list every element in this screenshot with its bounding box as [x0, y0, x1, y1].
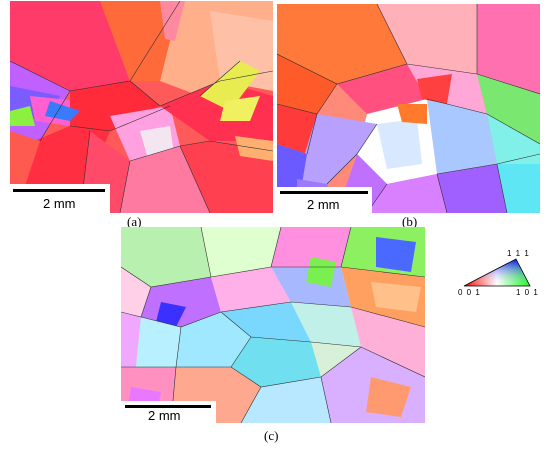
scale-bar-b: 2 mm	[277, 187, 372, 213]
ebsd-map-c: 2 mm	[121, 227, 425, 423]
ebsd-map-a-image	[10, 1, 273, 213]
ebsd-map-c-image	[121, 227, 425, 423]
scale-bar-c: 2 mm	[121, 401, 216, 423]
scale-label-b: 2 mm	[307, 197, 340, 212]
scale-bar-line-c	[125, 405, 211, 408]
scale-label-c: 2 mm	[148, 408, 181, 423]
scale-label-a: 2 mm	[43, 196, 76, 211]
ebsd-map-b-image	[277, 4, 540, 213]
ipf-label-101: 1 0 1	[516, 288, 539, 297]
scale-bar-a: 2 mm	[10, 184, 110, 213]
scale-bar-line-a	[13, 189, 105, 192]
panel-label-a: (a)	[127, 214, 142, 229]
ipf-label-111: 1 1 1	[507, 249, 530, 258]
panel-label-b: (b)	[402, 214, 418, 229]
ebsd-map-b: 2 mm	[277, 4, 540, 213]
ebsd-map-a: 2 mm	[10, 1, 273, 213]
scale-bar-line-b	[280, 191, 368, 194]
panel-label-c: (c)	[264, 428, 279, 443]
ipf-label-001: 0 0 1	[458, 288, 481, 297]
ipf-triangle-icon	[463, 258, 531, 287]
ipf-color-key: 1 1 1 0 0 1 1 0 1	[458, 249, 540, 300]
